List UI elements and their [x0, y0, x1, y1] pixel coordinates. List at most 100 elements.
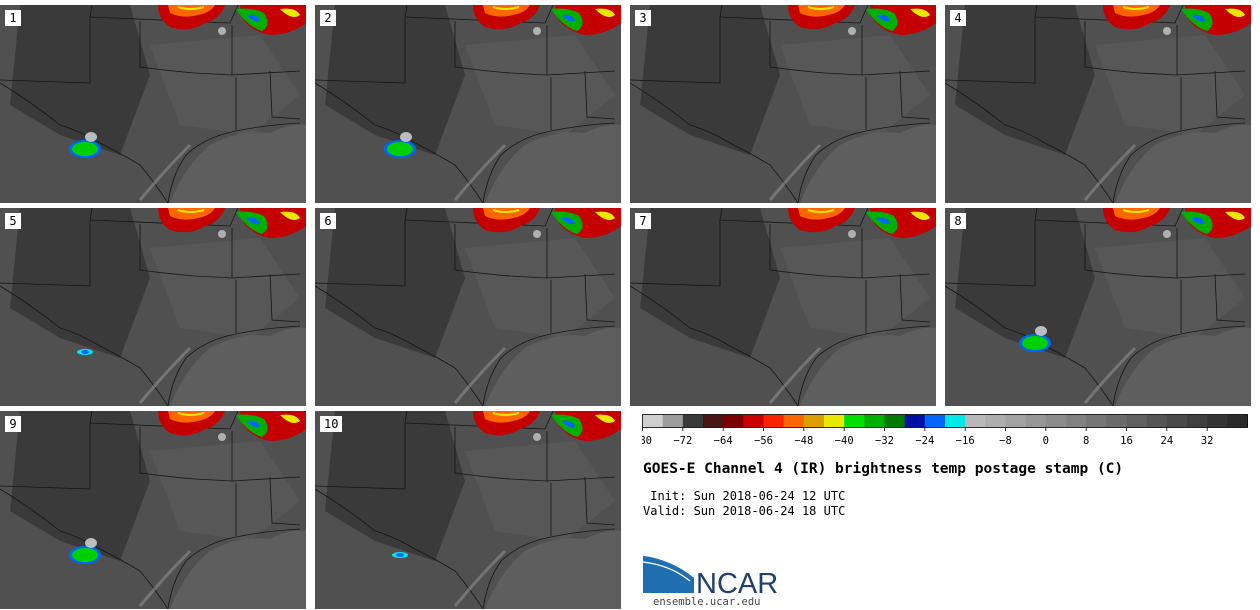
cloud-streak — [768, 346, 822, 404]
colorbar-swatch — [864, 414, 885, 428]
cloud-streak — [453, 143, 507, 201]
colorbar-swatch — [1066, 414, 1087, 428]
colorbar-tick-label: −8 — [999, 435, 1012, 447]
colorbar-swatch — [723, 414, 744, 428]
cloud-streak — [138, 549, 192, 607]
colorbar-swatch — [803, 414, 825, 428]
gulf-water — [1115, 124, 1251, 203]
colorbar-swatch — [844, 414, 865, 428]
gulf-water — [485, 327, 621, 406]
colorbar-swatch — [824, 414, 845, 428]
colorbar-swatch — [985, 414, 1006, 428]
colorbar-swatch — [1045, 414, 1067, 428]
colorbar-tick-label: −64 — [714, 435, 733, 447]
colorbar-tick-label: 16 — [1120, 435, 1133, 447]
colorbar-swatch — [924, 414, 946, 428]
colorbar-swatch — [1207, 414, 1228, 428]
satellite-map — [945, 5, 1251, 203]
state-borders — [630, 208, 931, 406]
dry-region — [10, 5, 150, 155]
init-time: Init: Sun 2018-06-24 12 UTC — [643, 489, 846, 503]
colorbar-swatch — [662, 414, 684, 428]
state-borders — [315, 411, 616, 609]
northern-convection — [158, 5, 306, 35]
colorbar-swatch — [1227, 414, 1248, 428]
colorbar-swatch — [1187, 414, 1208, 428]
northern-convection — [158, 208, 306, 238]
gulf-water — [800, 124, 936, 203]
satellite-map — [315, 208, 621, 406]
state-borders — [315, 5, 616, 203]
colorbar-tick-label: −80 — [642, 435, 652, 447]
colorbar-tick-label: −56 — [754, 435, 773, 447]
dry-region — [10, 208, 150, 358]
colorbar-tick-label: −16 — [956, 435, 975, 447]
stamp-panel-5: 5 — [0, 208, 306, 406]
colorbar-tick-label: −72 — [673, 435, 692, 447]
panel-number: 1 — [5, 10, 21, 26]
gulf-water — [170, 327, 306, 406]
dry-region — [955, 208, 1095, 358]
satellite-map — [0, 5, 306, 203]
plot-title: GOES-E Channel 4 (IR) brightness temp po… — [643, 461, 1124, 477]
satellite-map — [0, 208, 306, 406]
state-borders — [945, 5, 1246, 203]
colorbar-swatch — [1025, 414, 1047, 428]
cloud-streak — [453, 346, 507, 404]
valid-time: Valid: Sun 2018-06-24 18 UTC — [643, 504, 846, 518]
state-borders — [630, 5, 931, 203]
dry-region — [325, 5, 465, 155]
colorbar-swatch — [1146, 414, 1168, 428]
panel-number: 2 — [320, 10, 336, 26]
satellite-map — [315, 411, 621, 609]
dry-region — [955, 5, 1095, 155]
panel-number: 7 — [635, 213, 651, 229]
logo-text: NCAR — [696, 568, 778, 595]
storm-cell — [69, 538, 101, 564]
dry-region — [325, 208, 465, 358]
colorbar-swatch — [783, 414, 805, 428]
colorbar-tick-label: 8 — [1083, 435, 1089, 447]
gulf-water — [170, 124, 306, 203]
northern-convection — [473, 5, 621, 35]
colorbar-tick-label: 0 — [1043, 435, 1049, 447]
storm-cell — [69, 132, 101, 158]
ncar-url: ensemble.ucar.edu — [653, 596, 761, 608]
cloud-streak — [1083, 346, 1137, 404]
northern-convection — [473, 411, 621, 441]
stamp-panel-1: 1 — [0, 5, 306, 203]
northern-convection — [473, 208, 621, 238]
storm-cell — [384, 132, 416, 158]
stamp-panel-8: 8 — [945, 208, 1251, 406]
colorbar-swatch — [904, 414, 926, 428]
satellite-map — [315, 5, 621, 203]
gulf-water — [1115, 327, 1251, 406]
panel-number: 8 — [950, 213, 966, 229]
panel-number: 6 — [320, 213, 336, 229]
storm-cell — [77, 349, 93, 355]
state-borders — [945, 208, 1246, 406]
colorbar-tick-label: −32 — [875, 435, 894, 447]
stamp-panel-2: 2 — [315, 5, 621, 203]
cloud-streak — [138, 346, 192, 404]
northern-convection — [788, 5, 936, 35]
colorbar-swatch — [884, 414, 905, 428]
panel-number: 5 — [5, 213, 21, 229]
colorbar-swatch — [1126, 414, 1147, 428]
cloud-streak — [453, 549, 507, 607]
storm-cell — [1019, 326, 1051, 352]
colorbar-swatch — [743, 414, 764, 428]
colorbar-tick-label: −48 — [794, 435, 813, 447]
storm-cell — [392, 552, 408, 558]
northern-convection — [1103, 208, 1251, 238]
stamp-panel-6: 6 — [315, 208, 621, 406]
colorbar-swatch — [1166, 414, 1188, 428]
dry-region — [325, 411, 465, 561]
satellite-map — [945, 208, 1251, 406]
satellite-map — [0, 411, 306, 609]
colorbar-swatch — [965, 414, 986, 428]
colorbar-swatch — [703, 414, 724, 428]
panel-number: 4 — [950, 10, 966, 26]
state-borders — [0, 5, 301, 203]
